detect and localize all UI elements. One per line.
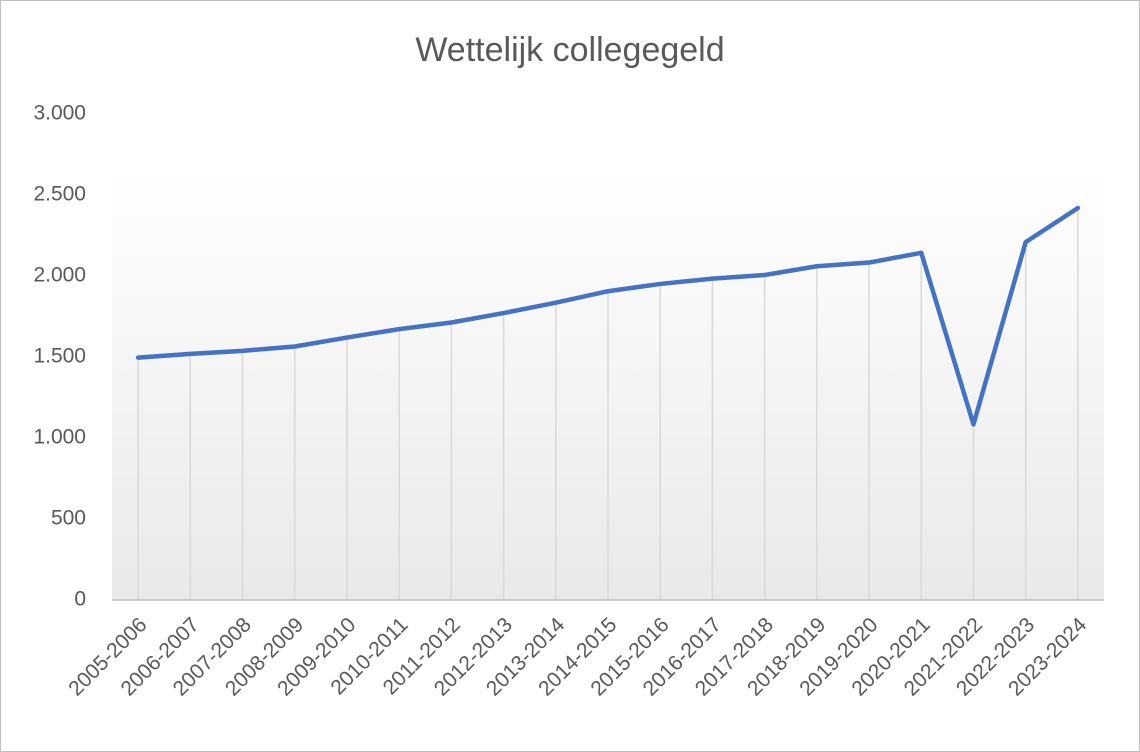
y-tick-label: 2.500 [33,183,86,206]
y-tick-label: 0 [74,588,86,611]
y-tick-label: 2.000 [33,264,86,287]
y-tick-label: 1.000 [33,426,86,449]
line [135,205,1081,427]
y-tick-label: 3.000 [33,102,86,125]
y-tick-label: 1.500 [33,345,86,368]
chart-title: Wettelijk collegegeld [415,31,724,69]
y-tick-label: 500 [51,507,86,530]
